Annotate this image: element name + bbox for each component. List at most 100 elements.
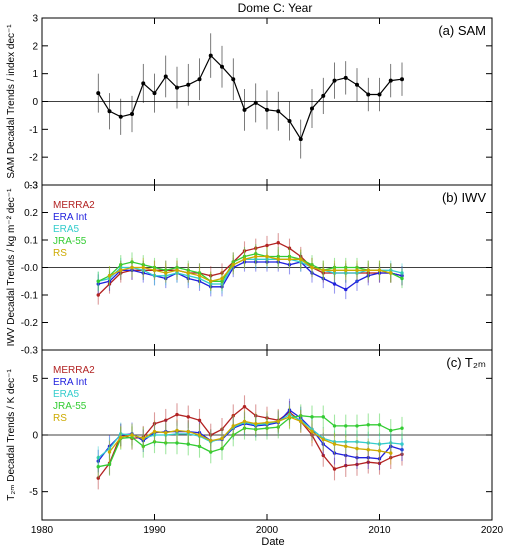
data-point	[344, 268, 348, 272]
legend-entry: MERRA2	[53, 365, 95, 376]
data-point	[400, 442, 404, 446]
series-line	[109, 255, 391, 282]
data-point	[389, 268, 393, 272]
data-point	[265, 416, 269, 420]
y-tick-label: -0.2	[21, 318, 39, 329]
series-era-int	[96, 398, 404, 473]
data-point	[186, 268, 190, 272]
data-point	[175, 265, 179, 270]
data-point	[310, 415, 314, 419]
data-point	[355, 271, 359, 275]
data-point	[377, 449, 382, 453]
data-point	[389, 444, 393, 449]
data-point	[186, 442, 190, 446]
panel-1: -3 -2 -1 0 1 2 3 SAM Decadal Trends / index dec…	[6, 14, 493, 192]
data-point	[310, 429, 314, 434]
data-point	[130, 265, 134, 270]
data-point	[96, 293, 100, 297]
data-point	[208, 53, 213, 58]
panel-2: -0.3 -0.2 -0.1 -0.0 0.1 0.2 0.3 IWV Decadal Tre…	[6, 181, 493, 357]
data-point	[332, 424, 337, 428]
data-point	[332, 271, 337, 275]
data-point	[141, 271, 145, 275]
data-point	[164, 276, 168, 281]
series-line	[98, 253, 403, 282]
data-point	[389, 451, 393, 455]
legend-entry: JRA-55	[53, 236, 87, 247]
data-point	[186, 271, 190, 275]
data-point	[197, 77, 202, 82]
data-point	[389, 271, 393, 275]
data-point	[321, 271, 325, 275]
data-point	[366, 92, 371, 97]
data-point	[389, 441, 393, 445]
legend-entry: MERRA2	[53, 200, 95, 211]
data-point	[152, 274, 157, 278]
data-point	[287, 263, 292, 267]
data-point	[209, 450, 213, 454]
data-point	[107, 274, 112, 278]
data-point	[344, 424, 348, 428]
data-point	[220, 276, 224, 281]
data-point	[119, 265, 123, 270]
data-point	[344, 271, 348, 275]
data-point	[377, 461, 382, 466]
data-point	[107, 450, 112, 454]
data-point	[332, 268, 337, 272]
data-point	[130, 268, 134, 272]
data-point	[186, 415, 190, 419]
series-line	[97, 413, 403, 459]
data-point	[332, 467, 337, 471]
data-point	[186, 429, 190, 434]
data-point	[164, 268, 168, 272]
data-point	[298, 137, 303, 142]
data-point	[96, 91, 101, 96]
data-point	[186, 276, 190, 281]
data-point	[366, 423, 370, 427]
data-point	[321, 276, 325, 281]
data-point	[366, 268, 370, 272]
data-point	[276, 260, 280, 264]
data-point	[265, 426, 269, 430]
legend-entry: ERA5	[53, 389, 80, 400]
data-point	[299, 254, 303, 259]
y-tick-label: -3	[29, 181, 38, 192]
data-point	[242, 419, 247, 424]
data-point	[96, 282, 100, 286]
data-point	[152, 440, 157, 444]
data-point	[96, 465, 100, 469]
data-point	[197, 276, 202, 281]
panel-label: (a) SAM	[438, 23, 486, 38]
x-tick-label: 1980	[31, 525, 54, 536]
data-point	[107, 446, 112, 451]
data-point	[141, 436, 145, 441]
panel-3: -5 0 5 1980 1990 2000 2010 2020 T₂ₘ Decadal Tren…	[6, 349, 504, 536]
data-point	[332, 282, 337, 286]
data-point	[344, 265, 348, 270]
data-point	[242, 257, 247, 261]
data-point	[141, 263, 145, 267]
data-point	[197, 418, 202, 422]
series-line	[98, 261, 403, 291]
data-point	[388, 78, 393, 83]
data-point	[96, 279, 100, 283]
data-point	[220, 446, 224, 451]
data-point	[175, 428, 179, 433]
data-point	[119, 263, 123, 267]
data-point	[254, 257, 258, 261]
data-point	[254, 414, 258, 418]
y-tick-label: 1	[32, 69, 38, 80]
data-point	[209, 438, 213, 443]
data-point	[400, 448, 404, 452]
y-tick-label: 0	[32, 431, 38, 442]
data-point	[355, 424, 359, 428]
data-point	[175, 85, 179, 90]
figure-title: Dome C: Year	[238, 1, 313, 15]
data-point	[366, 455, 370, 460]
data-point	[344, 440, 348, 444]
data-point	[265, 257, 269, 261]
data-point	[389, 455, 393, 460]
legend-entry: RS	[53, 248, 67, 259]
data-point	[152, 268, 157, 272]
data-point	[220, 271, 224, 275]
